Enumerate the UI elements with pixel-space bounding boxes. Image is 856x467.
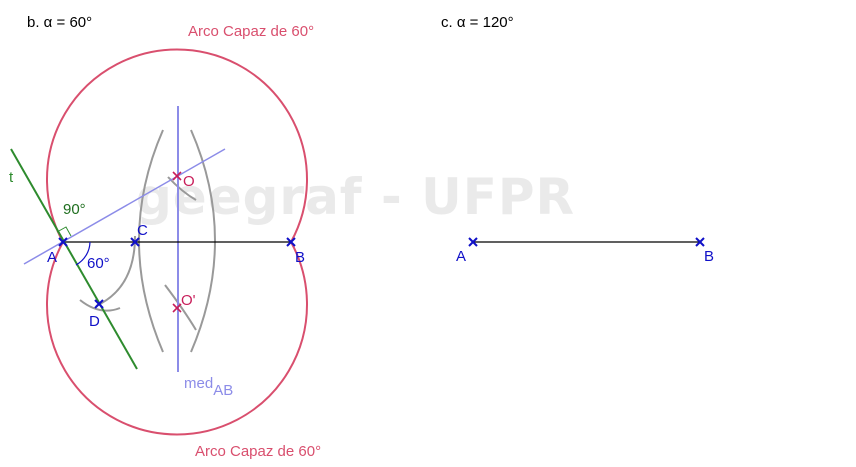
watermark: geegraf - UFPR (136, 168, 575, 226)
arc-capaz-bottom (46, 241, 308, 436)
alpha-angle-label: 60° (87, 255, 110, 272)
center-o-label: O (183, 173, 195, 190)
construction-arc-right (190, 129, 216, 353)
point-c-label: C (137, 222, 148, 239)
right-angle-label: 90° (63, 201, 86, 218)
arc-label-bottom: Arco Capaz de 60° (195, 443, 321, 460)
bisector-label-main: med (184, 375, 213, 392)
arc-capaz-top (46, 48, 308, 243)
angle-arc-60 (75, 241, 91, 266)
point-c-marker (130, 237, 140, 247)
point-b-right-label: B (704, 248, 714, 265)
point-a-right-label: A (456, 248, 466, 265)
title-left: b. α = 60° (27, 14, 92, 31)
point-a-marker (58, 237, 68, 247)
arc-label-top: Arco Capaz de 60° (188, 23, 314, 40)
point-a-right-marker (468, 237, 478, 247)
tangent-line (10, 148, 138, 370)
point-d-label: D (89, 313, 100, 330)
construction-arc-o-bottom (164, 284, 197, 331)
point-o-marker (172, 171, 182, 181)
construction-arc-c (95, 235, 136, 307)
construction-arc-left (138, 129, 164, 353)
point-b-right-marker (695, 237, 705, 247)
point-b-marker (286, 237, 296, 247)
point-b-label: B (295, 249, 305, 266)
normal-line (23, 148, 226, 265)
title-right: c. α = 120° (441, 14, 514, 31)
bisector-label-sub: AB (213, 382, 233, 399)
right-angle-marker (56, 226, 72, 237)
point-a-label: A (47, 249, 57, 266)
tangent-label: t (9, 169, 14, 186)
construction-arc-d-tick (79, 299, 121, 312)
point-d-marker (94, 299, 104, 309)
center-o-prime-label: O' (181, 292, 196, 309)
bisector-label: medAB (184, 375, 233, 399)
point-o-prime-marker (172, 303, 182, 313)
